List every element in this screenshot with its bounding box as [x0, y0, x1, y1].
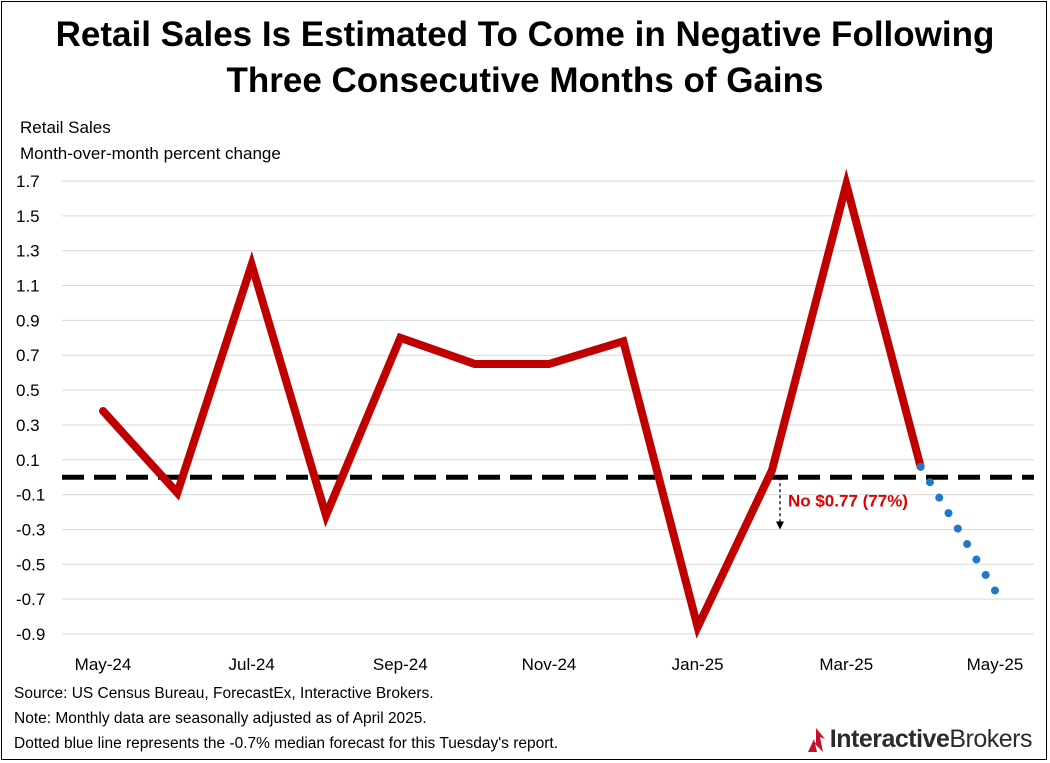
y-axis-subtitle: Month-over-month percent change	[20, 144, 281, 163]
y-axis-title: Retail Sales	[20, 118, 111, 137]
forecast-dot	[981, 570, 990, 579]
forecast-dot	[935, 493, 944, 502]
y-tick-label: 1.3	[16, 242, 40, 261]
annotation: No $0.77 (77%)	[775, 477, 908, 530]
forecast-dot	[990, 586, 999, 595]
forecast-dot	[953, 524, 962, 533]
x-tick-label: Jul-24	[229, 655, 275, 674]
forecast-dot	[972, 555, 981, 564]
y-tick-label: 0.5	[16, 381, 40, 400]
series-lines	[99, 168, 999, 639]
brand-name-part2: Brokers	[949, 725, 1032, 753]
y-tick-label: -0.7	[16, 590, 45, 609]
x-tick-label: Nov-24	[522, 655, 577, 674]
forecast-dot	[963, 540, 972, 549]
brand-flame-icon	[807, 727, 825, 752]
y-tick-label: -0.9	[16, 625, 45, 644]
annotation-label: No $0.77 (77%)	[788, 491, 908, 510]
footer-source: Source: US Census Bureau, ForecastEx, In…	[14, 685, 434, 702]
annotation-arrow-head	[775, 521, 784, 530]
y-tick-label: 0.1	[16, 451, 40, 470]
y-tick-label: 1.7	[16, 172, 40, 191]
brand-logo: Interactive Brokers	[805, 725, 1032, 754]
y-tick-label: 0.7	[16, 346, 40, 365]
forecast-dot	[916, 462, 925, 471]
x-tick-label: May-24	[75, 655, 132, 674]
footer-dotted-note: Dotted blue line represents the -0.7% me…	[14, 735, 559, 752]
x-tick-label: Jan-25	[672, 655, 724, 674]
title-line-2: Three Consecutive Months of Gains	[226, 61, 824, 100]
y-tick-label: 1.5	[16, 207, 40, 226]
actual-series-line	[99, 168, 925, 639]
y-tick-label: 1.1	[16, 277, 40, 296]
x-tick-label: Sep-24	[373, 655, 428, 674]
brand-name-part1: Interactive	[829, 725, 950, 753]
forecast-dot	[925, 478, 934, 487]
title-line-1: Retail Sales Is Estimated To Come in Neg…	[55, 15, 995, 54]
x-tick-label: Mar-25	[819, 655, 873, 674]
footer-note: Note: Monthly data are seasonally adjust…	[14, 710, 427, 727]
grid-lines	[62, 180, 1034, 635]
y-tick-label: -0.5	[16, 555, 45, 574]
y-tick-label: -0.1	[16, 486, 45, 505]
y-tick-label: 0.9	[16, 311, 40, 330]
line-chart: 1.7 1.5 1.3 1.1 0.9 0.7 0.5 0.3 0.1 -0.1 -0.3 -0.5 -…	[16, 168, 1034, 674]
chart-title: Retail Sales Is Estimated To Come in Neg…	[2, 12, 1048, 104]
forecast-dot	[944, 509, 953, 518]
y-tick-label: 0.3	[16, 416, 40, 435]
x-tick-label: May-25	[967, 655, 1024, 674]
y-tick-label: -0.3	[16, 520, 45, 539]
x-tick-labels: May-24 Jul-24 Sep-24 Nov-24 Jan-25 Mar-25 May-…	[75, 655, 1024, 674]
y-tick-labels: 1.7 1.5 1.3 1.1 0.9 0.7 0.5 0.3 0.1 -0.1 -0.3 -0.5 -…	[16, 172, 45, 644]
